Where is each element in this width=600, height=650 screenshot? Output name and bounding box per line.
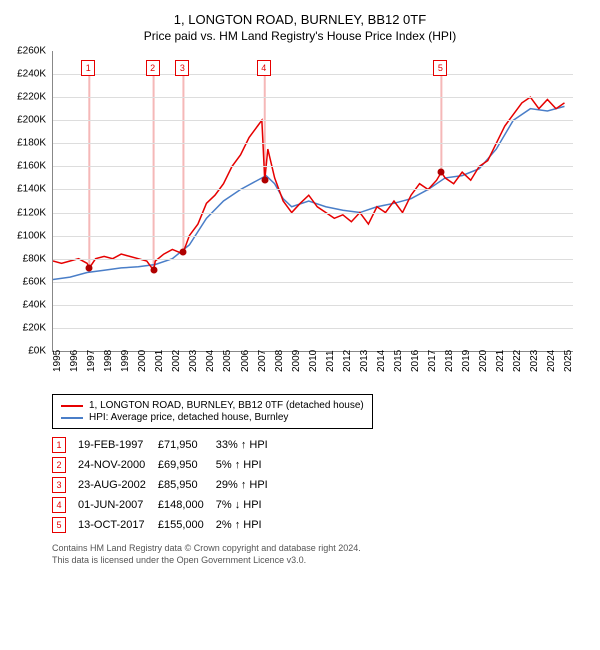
x-tick-label: 2019 [461, 350, 472, 372]
y-tick-label: £220K [17, 92, 46, 103]
sale-marker-dot [438, 169, 445, 176]
x-tick-label: 1996 [69, 350, 80, 372]
x-tick-label: 2002 [171, 350, 182, 372]
plot-region [52, 51, 573, 352]
y-tick-label: £100K [17, 230, 46, 241]
y-tick-label: £200K [17, 115, 46, 126]
x-tick-label: 2009 [291, 350, 302, 372]
y-tick-label: £240K [17, 69, 46, 80]
legend: 1, LONGTON ROAD, BURNLEY, BB12 0TF (deta… [52, 394, 373, 429]
sale-marker-box: 3 [175, 60, 189, 76]
table-row: 401-JUN-2007£148,0007% ↓ HPI [52, 495, 280, 515]
sale-marker-dot [261, 177, 268, 184]
table-row: 119-FEB-1997£71,95033% ↑ HPI [52, 435, 280, 455]
x-tick-label: 2010 [308, 350, 319, 372]
x-tick-label: 1999 [120, 350, 131, 372]
x-tick-label: 2020 [478, 350, 489, 372]
footer-text: Contains HM Land Registry data © Crown c… [52, 543, 590, 566]
y-tick-label: £120K [17, 207, 46, 218]
x-tick-label: 2022 [512, 350, 523, 372]
legend-item: HPI: Average price, detached house, Burn… [61, 412, 364, 423]
footer-line-2: This data is licensed under the Open Gov… [52, 555, 590, 567]
x-tick-label: 2016 [410, 350, 421, 372]
x-tick-label: 2011 [325, 350, 336, 372]
x-tick-label: 2006 [240, 350, 251, 372]
x-tick-label: 2005 [222, 350, 233, 372]
chart-area: £0K £20K £40K £60K £80K £100K £120K £140K £160K £… [10, 51, 590, 388]
line-svg [53, 51, 573, 351]
x-tick-label: 2000 [137, 350, 148, 372]
x-tick-label: 2008 [274, 350, 285, 372]
y-tick-label: £40K [23, 299, 46, 310]
table-row: 513-OCT-2017£155,0002% ↑ HPI [52, 515, 280, 535]
sale-marker-box: 5 [433, 60, 447, 76]
x-tick-label: 1995 [52, 350, 63, 372]
x-tick-label: 2001 [154, 350, 165, 372]
y-tick-label: £140K [17, 184, 46, 195]
legend-item: 1, LONGTON ROAD, BURNLEY, BB12 0TF (deta… [61, 400, 364, 411]
x-tick-label: 2004 [205, 350, 216, 372]
y-tick-label: £0K [28, 346, 46, 357]
chart-title: 1, LONGTON ROAD, BURNLEY, BB12 0TF [10, 12, 590, 27]
x-tick-label: 2015 [393, 350, 404, 372]
y-axis-labels: £0K£20K£40K£60K£80K£100K£120K£140K£160K£… [10, 51, 50, 351]
y-tick-label: £20K [23, 322, 46, 333]
x-tick-label: 2018 [444, 350, 455, 372]
table-row: 323-AUG-2002£85,95029% ↑ HPI [52, 475, 280, 495]
x-tick-label: 2014 [376, 350, 387, 372]
x-tick-label: 1997 [86, 350, 97, 372]
x-tick-label: 2024 [546, 350, 557, 372]
x-tick-label: 2003 [188, 350, 199, 372]
x-tick-label: 2013 [359, 350, 370, 372]
x-tick-label: 2007 [257, 350, 268, 372]
y-tick-label: £80K [23, 253, 46, 264]
x-tick-label: 2025 [563, 350, 574, 372]
sales-table: 119-FEB-1997£71,95033% ↑ HPI224-NOV-2000… [52, 435, 280, 535]
x-tick-label: 1998 [103, 350, 114, 372]
y-tick-label: £60K [23, 276, 46, 287]
chart-subtitle: Price paid vs. HM Land Registry's House … [10, 29, 590, 43]
sale-marker-box: 1 [81, 60, 95, 76]
y-tick-label: £160K [17, 161, 46, 172]
sale-marker-box: 4 [257, 60, 271, 76]
sale-marker-box: 2 [146, 60, 160, 76]
y-tick-label: £180K [17, 138, 46, 149]
x-axis-labels: 1995 1996 1997 1998 1999 2000 2001 2002 2003 2004… [52, 352, 572, 388]
table-row: 224-NOV-2000£69,9505% ↑ HPI [52, 455, 280, 475]
footer-line-1: Contains HM Land Registry data © Crown c… [52, 543, 590, 555]
sale-marker-dot [86, 264, 93, 271]
x-tick-label: 2012 [342, 350, 353, 372]
x-tick-label: 2017 [427, 350, 438, 372]
y-tick-label: £260K [17, 46, 46, 57]
sale-marker-dot [150, 267, 157, 274]
sale-marker-dot [180, 248, 187, 255]
x-tick-label: 2023 [529, 350, 540, 372]
x-tick-label: 2021 [495, 350, 506, 372]
